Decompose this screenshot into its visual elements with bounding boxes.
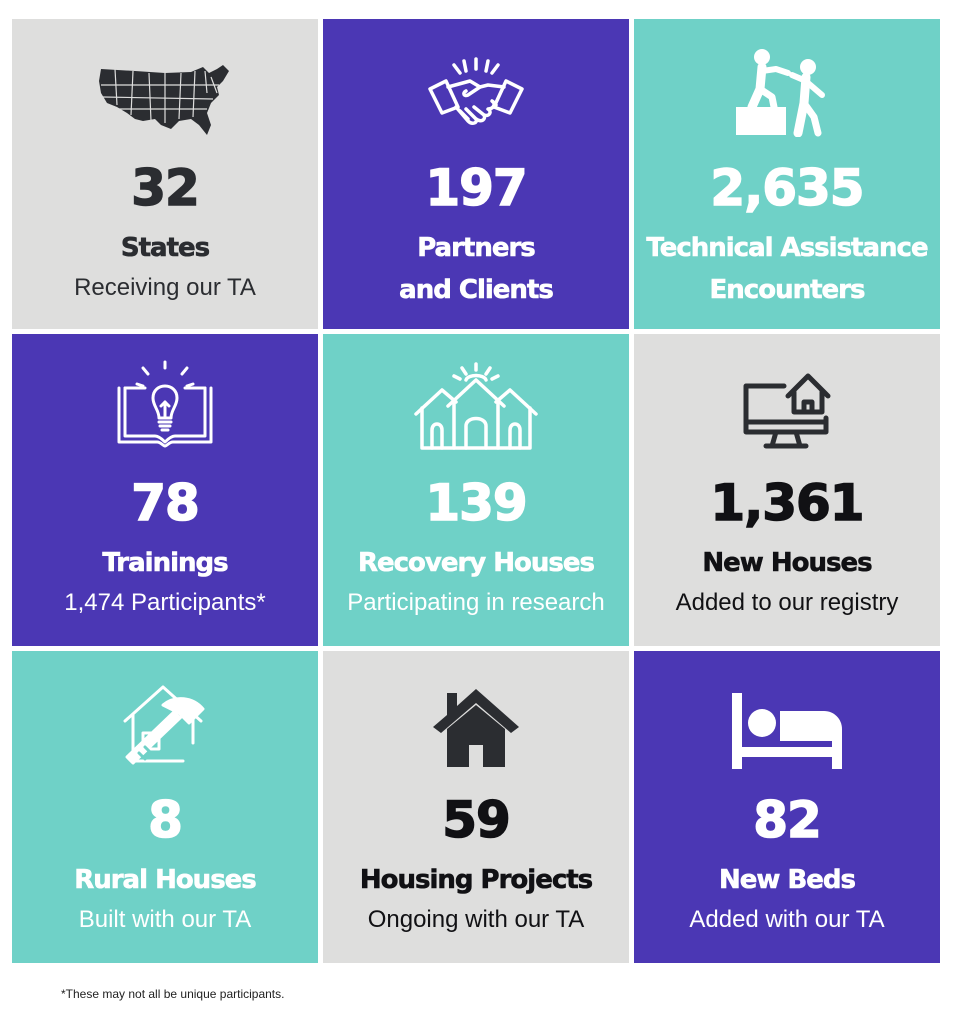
tile-states: 32 States Receiving our TA	[12, 19, 318, 329]
house-hammer-icon	[123, 669, 207, 769]
rural-houses-subtitle: Built with our TA	[78, 906, 252, 933]
recovery-houses-title: Recovery Houses	[357, 548, 596, 579]
tile-housing-projects: 59 Housing Projects Ongoing with our TA	[323, 651, 629, 963]
rural-houses-count: 8	[147, 791, 183, 849]
tile-trainings: 78 Trainings 1,474 Participants*	[12, 334, 318, 646]
new-beds-title: New Beds	[718, 865, 857, 896]
new-houses-subtitle: Added to our registry	[675, 589, 899, 616]
new-beds-subtitle: Added with our TA	[689, 906, 885, 933]
technical-assistance-title-line2: Encounters	[709, 275, 866, 306]
housing-projects-title: Housing Projects	[359, 865, 594, 896]
usa-map-icon	[95, 37, 235, 137]
trainings-subtitle: 1,474 Participants*	[64, 589, 266, 616]
technical-assistance-title-line1: Technical Assistance	[646, 233, 929, 264]
recovery-houses-count: 139	[425, 474, 529, 532]
tile-partners: 197 Partners and Clients	[323, 19, 629, 329]
rural-houses-title: Rural Houses	[74, 865, 257, 896]
trainings-count: 78	[130, 474, 200, 532]
states-subtitle: Receiving our TA	[74, 274, 256, 301]
partners-count: 197	[425, 159, 529, 217]
recovery-houses-subtitle: Participating in research	[347, 589, 605, 616]
tile-recovery-houses: 139 Recovery Houses Participating in res…	[323, 334, 629, 646]
footnote: *These may not all be unique participant…	[61, 987, 285, 1001]
trainings-title: Trainings	[102, 548, 229, 579]
tile-technical-assistance: 2,635 Technical Assistance Encounters	[634, 19, 940, 329]
tile-rural-houses: 8 Rural Houses Built with our TA	[12, 651, 318, 963]
housing-projects-count: 59	[441, 791, 511, 849]
technical-assistance-count: 2,635	[710, 159, 866, 217]
states-title: States	[120, 233, 211, 264]
tile-new-houses: 1,361 New Houses Added to our registry	[634, 334, 940, 646]
houses-sunrise-icon	[414, 352, 538, 452]
bed-icon	[732, 669, 842, 769]
stats-grid: 32 States Receiving our TA 197 Partners …	[12, 19, 940, 963]
helping-hand-climb-icon	[732, 37, 842, 137]
new-houses-title: New Houses	[702, 548, 873, 579]
tile-new-beds: 82 New Beds Added with our TA	[634, 651, 940, 963]
lightbulb-book-icon	[113, 352, 217, 452]
partners-title-line1: Partners	[417, 233, 536, 264]
new-beds-count: 82	[752, 791, 822, 849]
handshake-icon	[426, 37, 526, 137]
partners-title-line2: and Clients	[399, 275, 554, 306]
new-houses-count: 1,361	[710, 474, 866, 532]
housing-projects-subtitle: Ongoing with our TA	[367, 906, 585, 933]
computer-house-icon	[740, 352, 834, 452]
house-icon	[431, 669, 521, 769]
states-count: 32	[130, 159, 200, 217]
